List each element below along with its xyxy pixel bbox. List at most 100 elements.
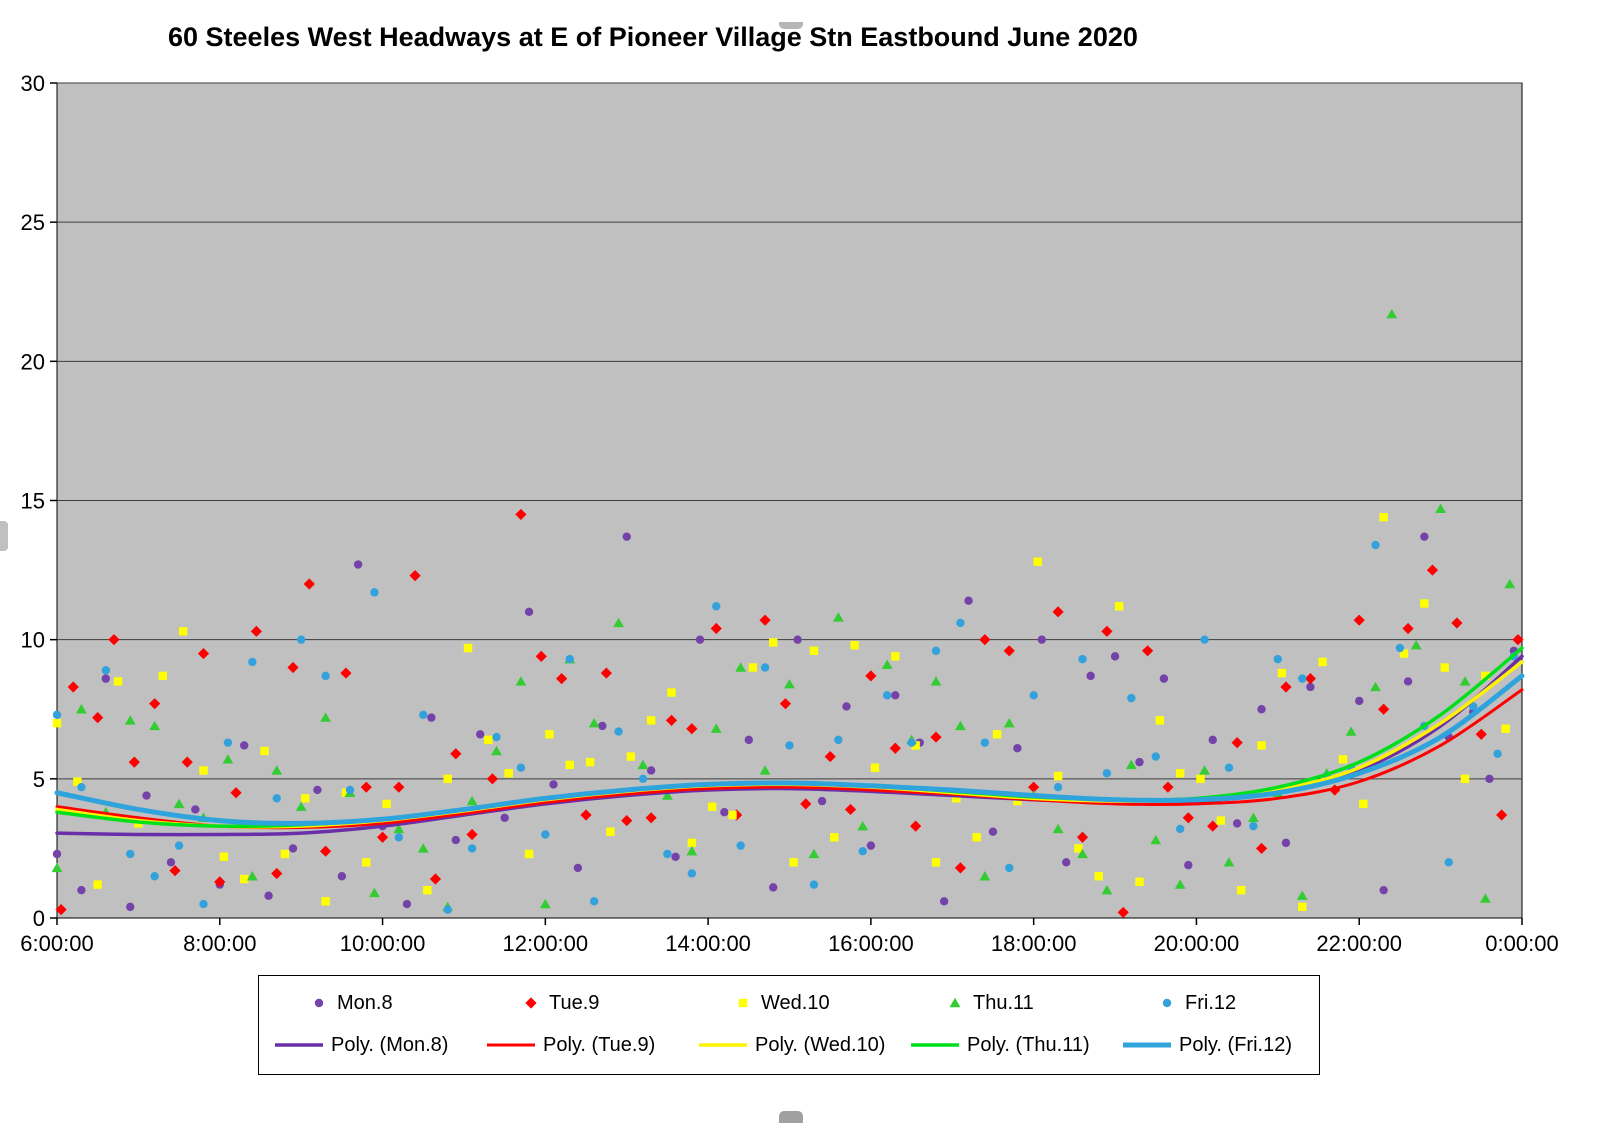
scatter-point [687, 869, 697, 878]
scatter-point [1077, 848, 1088, 859]
legend-item-poly-fri12: Poly. (Fri.12) [1107, 1034, 1319, 1057]
scatter-point [992, 730, 1002, 739]
scatter-point [370, 588, 379, 597]
scatter-point [728, 810, 737, 820]
scatter-point [451, 835, 461, 845]
scatter-point [606, 827, 615, 836]
x-axis-label: 0:00:00 [1485, 931, 1558, 956]
scatter-point [77, 885, 86, 895]
scatter-point [524, 849, 534, 859]
legend-item-poly-mon8: Poly. (Mon.8) [259, 1034, 471, 1057]
legend-label-wed10: Wed.10 [761, 991, 830, 1014]
scatter-point [1117, 906, 1129, 919]
scatter-point [1501, 724, 1510, 733]
legend-item-thu11: Thu.11 [895, 992, 1107, 1015]
scatter-point [1420, 599, 1429, 608]
scatter-point [124, 715, 136, 725]
scatter-point [369, 887, 380, 898]
legend-label-fri12: Fri.12 [1185, 991, 1237, 1014]
scatter-point [598, 721, 607, 731]
scatter-point [113, 677, 123, 686]
scatter-point [51, 862, 63, 873]
scatter-point [142, 791, 151, 800]
scatter-point [1207, 820, 1219, 832]
scatter-point [1033, 557, 1042, 566]
y-axis-label: 5 [33, 767, 45, 792]
x-axis-label: 6:00:00 [20, 931, 93, 956]
scatter-point [362, 858, 371, 867]
scatter-point [219, 852, 229, 861]
y-axis-label: 20 [21, 349, 45, 374]
legend-label-poly-wed10: Poly. (Wed.10) [755, 1033, 886, 1056]
scatter-point [565, 760, 574, 770]
scatter-point [541, 830, 550, 839]
scatter-point [1485, 774, 1494, 784]
scatter-point [1182, 812, 1194, 824]
scatter-point [214, 876, 226, 888]
scatter-point [882, 691, 892, 700]
legend-marker-glyph [738, 998, 748, 1008]
legend-marker-glyph [949, 997, 961, 1008]
scatter-point [515, 508, 527, 521]
scatter-point [427, 713, 436, 722]
scatter-point [535, 650, 547, 662]
scatter-point [1062, 858, 1071, 867]
scatter-point [466, 828, 478, 841]
legend-marker-glyph [1162, 998, 1172, 1008]
scatter-point [1224, 763, 1234, 772]
scatter-point [92, 712, 104, 724]
scatter-point [645, 812, 657, 824]
scatter-point [1013, 796, 1022, 806]
scatter-point [834, 735, 843, 745]
scatter-point [1426, 564, 1439, 576]
scatter-point [466, 795, 478, 806]
scatter-point [1345, 726, 1357, 736]
scatter-point [1127, 693, 1136, 703]
scatter-point [712, 602, 721, 611]
scatter-point [463, 643, 473, 653]
scatter-point [686, 846, 698, 856]
scatter-point [423, 885, 432, 895]
y-axis-label: 0 [33, 906, 45, 931]
scatter-point [524, 607, 534, 617]
scatter-point [1184, 860, 1193, 870]
scatter-point [108, 634, 120, 646]
x-axis-label: 12:00:00 [503, 931, 589, 956]
scatter-point [956, 618, 965, 628]
scatter-point [809, 880, 819, 889]
scatter-point [769, 638, 778, 647]
scatter-point [588, 717, 600, 728]
scatter-point [476, 730, 485, 739]
scatter-point [260, 746, 269, 756]
legend-label-poly-fri12: Poly. (Fri.12) [1179, 1033, 1292, 1056]
scatter-point [191, 805, 200, 814]
scatter-point [1155, 716, 1165, 725]
scatter-point [621, 814, 633, 827]
scatter-point [295, 801, 307, 811]
legend-item-wed10: Wed.10 [683, 992, 895, 1015]
scatter-point [1223, 857, 1235, 867]
scatter-point [149, 720, 161, 731]
scatter-point [101, 674, 111, 683]
scatter-point [1174, 879, 1186, 889]
scatter-point [889, 742, 901, 754]
scatter-point [1094, 872, 1103, 881]
scatter-point [1459, 676, 1471, 686]
scatter-point [589, 897, 599, 906]
scatter-point [817, 796, 827, 806]
scatter-point [246, 871, 258, 881]
thu11-marker-icon [947, 996, 963, 1010]
scatter-point [93, 880, 102, 889]
scatter-point [486, 773, 499, 785]
scatter-point [126, 902, 135, 912]
scatter-point [1298, 902, 1307, 912]
scatter-point [1479, 893, 1491, 903]
scatter-point [769, 883, 778, 892]
scatter-point [319, 845, 332, 857]
scatter-point [784, 679, 795, 689]
x-axis-label: 18:00:00 [991, 931, 1077, 956]
scatter-point [1399, 649, 1409, 658]
scatter-point [230, 787, 242, 799]
scatter-point [866, 841, 876, 850]
scatter-point [1493, 749, 1502, 758]
